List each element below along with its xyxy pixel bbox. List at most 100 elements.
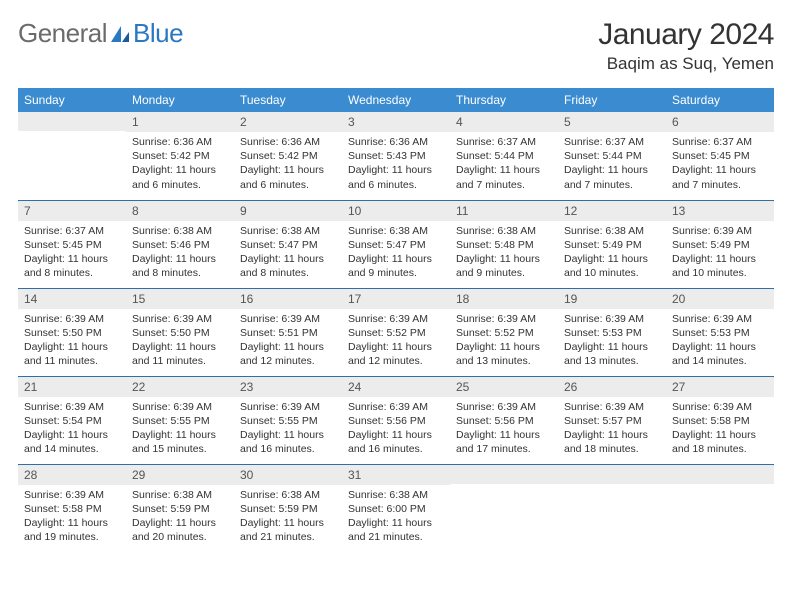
day-content: Sunrise: 6:39 AMSunset: 5:51 PMDaylight:…	[234, 309, 342, 373]
day-cell: 25Sunrise: 6:39 AMSunset: 5:56 PMDayligh…	[450, 376, 558, 464]
day-cell: 12Sunrise: 6:38 AMSunset: 5:49 PMDayligh…	[558, 200, 666, 288]
day-cell: 4Sunrise: 6:37 AMSunset: 5:44 PMDaylight…	[450, 112, 558, 200]
day-content: Sunrise: 6:39 AMSunset: 5:49 PMDaylight:…	[666, 221, 774, 285]
day-content: Sunrise: 6:36 AMSunset: 5:42 PMDaylight:…	[234, 132, 342, 196]
day-content: Sunrise: 6:39 AMSunset: 5:53 PMDaylight:…	[666, 309, 774, 373]
logo-sail-icon	[109, 24, 131, 44]
day-header: Tuesday	[234, 88, 342, 112]
day-content: Sunrise: 6:37 AMSunset: 5:45 PMDaylight:…	[666, 132, 774, 196]
day-cell: 15Sunrise: 6:39 AMSunset: 5:50 PMDayligh…	[126, 288, 234, 376]
day-number: 29	[126, 465, 234, 485]
day-number: 14	[18, 289, 126, 309]
location: Baqim as Suq, Yemen	[598, 54, 774, 74]
day-content: Sunrise: 6:38 AMSunset: 5:59 PMDaylight:…	[234, 485, 342, 549]
day-content: Sunrise: 6:38 AMSunset: 5:47 PMDaylight:…	[342, 221, 450, 285]
day-number: 30	[234, 465, 342, 485]
day-content: Sunrise: 6:39 AMSunset: 5:55 PMDaylight:…	[234, 397, 342, 461]
day-number: 13	[666, 201, 774, 221]
day-content: Sunrise: 6:39 AMSunset: 5:50 PMDaylight:…	[18, 309, 126, 373]
day-cell: 21Sunrise: 6:39 AMSunset: 5:54 PMDayligh…	[18, 376, 126, 464]
day-content: Sunrise: 6:37 AMSunset: 5:44 PMDaylight:…	[558, 132, 666, 196]
day-cell: 6Sunrise: 6:37 AMSunset: 5:45 PMDaylight…	[666, 112, 774, 200]
day-header: Friday	[558, 88, 666, 112]
logo-text-blue: Blue	[133, 18, 183, 49]
day-content: Sunrise: 6:39 AMSunset: 5:52 PMDaylight:…	[342, 309, 450, 373]
day-cell: 19Sunrise: 6:39 AMSunset: 5:53 PMDayligh…	[558, 288, 666, 376]
day-cell: 30Sunrise: 6:38 AMSunset: 5:59 PMDayligh…	[234, 464, 342, 552]
empty-cell	[666, 464, 774, 552]
day-number: 16	[234, 289, 342, 309]
day-number	[666, 465, 774, 484]
day-cell: 1Sunrise: 6:36 AMSunset: 5:42 PMDaylight…	[126, 112, 234, 200]
day-number: 4	[450, 112, 558, 132]
day-header: Sunday	[18, 88, 126, 112]
day-cell: 2Sunrise: 6:36 AMSunset: 5:42 PMDaylight…	[234, 112, 342, 200]
week-row: 7Sunrise: 6:37 AMSunset: 5:45 PMDaylight…	[18, 200, 774, 288]
day-number: 24	[342, 377, 450, 397]
day-number: 5	[558, 112, 666, 132]
day-number: 20	[666, 289, 774, 309]
logo-text-gray: General	[18, 18, 107, 49]
day-number: 12	[558, 201, 666, 221]
week-row: 14Sunrise: 6:39 AMSunset: 5:50 PMDayligh…	[18, 288, 774, 376]
day-number: 8	[126, 201, 234, 221]
day-number: 10	[342, 201, 450, 221]
day-number: 6	[666, 112, 774, 132]
calendar-table: SundayMondayTuesdayWednesdayThursdayFrid…	[18, 88, 774, 552]
day-number: 9	[234, 201, 342, 221]
day-number: 28	[18, 465, 126, 485]
day-cell: 13Sunrise: 6:39 AMSunset: 5:49 PMDayligh…	[666, 200, 774, 288]
day-number: 23	[234, 377, 342, 397]
day-content: Sunrise: 6:36 AMSunset: 5:43 PMDaylight:…	[342, 132, 450, 196]
day-content: Sunrise: 6:38 AMSunset: 5:49 PMDaylight:…	[558, 221, 666, 285]
day-content: Sunrise: 6:39 AMSunset: 5:56 PMDaylight:…	[342, 397, 450, 461]
day-content: Sunrise: 6:39 AMSunset: 5:53 PMDaylight:…	[558, 309, 666, 373]
empty-cell	[18, 112, 126, 200]
day-content: Sunrise: 6:36 AMSunset: 5:42 PMDaylight:…	[126, 132, 234, 196]
day-content: Sunrise: 6:39 AMSunset: 5:58 PMDaylight:…	[18, 485, 126, 549]
logo: General Blue	[18, 18, 183, 49]
day-content: Sunrise: 6:37 AMSunset: 5:44 PMDaylight:…	[450, 132, 558, 196]
day-cell: 26Sunrise: 6:39 AMSunset: 5:57 PMDayligh…	[558, 376, 666, 464]
title-block: January 2024 Baqim as Suq, Yemen	[598, 18, 774, 74]
day-number: 21	[18, 377, 126, 397]
day-number: 2	[234, 112, 342, 132]
day-number: 22	[126, 377, 234, 397]
day-number: 26	[558, 377, 666, 397]
day-cell: 18Sunrise: 6:39 AMSunset: 5:52 PMDayligh…	[450, 288, 558, 376]
day-cell: 20Sunrise: 6:39 AMSunset: 5:53 PMDayligh…	[666, 288, 774, 376]
day-cell: 8Sunrise: 6:38 AMSunset: 5:46 PMDaylight…	[126, 200, 234, 288]
day-content: Sunrise: 6:39 AMSunset: 5:54 PMDaylight:…	[18, 397, 126, 461]
day-cell: 16Sunrise: 6:39 AMSunset: 5:51 PMDayligh…	[234, 288, 342, 376]
day-number	[18, 112, 126, 131]
day-cell: 22Sunrise: 6:39 AMSunset: 5:55 PMDayligh…	[126, 376, 234, 464]
day-content: Sunrise: 6:38 AMSunset: 5:48 PMDaylight:…	[450, 221, 558, 285]
day-cell: 9Sunrise: 6:38 AMSunset: 5:47 PMDaylight…	[234, 200, 342, 288]
day-cell: 7Sunrise: 6:37 AMSunset: 5:45 PMDaylight…	[18, 200, 126, 288]
day-header: Monday	[126, 88, 234, 112]
day-header: Saturday	[666, 88, 774, 112]
day-cell: 31Sunrise: 6:38 AMSunset: 6:00 PMDayligh…	[342, 464, 450, 552]
day-content: Sunrise: 6:38 AMSunset: 5:59 PMDaylight:…	[126, 485, 234, 549]
day-number: 31	[342, 465, 450, 485]
day-cell: 24Sunrise: 6:39 AMSunset: 5:56 PMDayligh…	[342, 376, 450, 464]
day-content: Sunrise: 6:39 AMSunset: 5:58 PMDaylight:…	[666, 397, 774, 461]
day-content: Sunrise: 6:38 AMSunset: 6:00 PMDaylight:…	[342, 485, 450, 549]
day-number: 27	[666, 377, 774, 397]
day-number: 11	[450, 201, 558, 221]
header: General Blue January 2024 Baqim as Suq, Y…	[18, 18, 774, 74]
day-number: 7	[18, 201, 126, 221]
day-content: Sunrise: 6:39 AMSunset: 5:56 PMDaylight:…	[450, 397, 558, 461]
day-number: 17	[342, 289, 450, 309]
week-row: 21Sunrise: 6:39 AMSunset: 5:54 PMDayligh…	[18, 376, 774, 464]
empty-cell	[558, 464, 666, 552]
day-cell: 29Sunrise: 6:38 AMSunset: 5:59 PMDayligh…	[126, 464, 234, 552]
week-row: 28Sunrise: 6:39 AMSunset: 5:58 PMDayligh…	[18, 464, 774, 552]
day-cell: 3Sunrise: 6:36 AMSunset: 5:43 PMDaylight…	[342, 112, 450, 200]
day-number: 1	[126, 112, 234, 132]
day-number: 3	[342, 112, 450, 132]
day-content: Sunrise: 6:39 AMSunset: 5:57 PMDaylight:…	[558, 397, 666, 461]
empty-cell	[450, 464, 558, 552]
day-content: Sunrise: 6:38 AMSunset: 5:47 PMDaylight:…	[234, 221, 342, 285]
day-number: 18	[450, 289, 558, 309]
